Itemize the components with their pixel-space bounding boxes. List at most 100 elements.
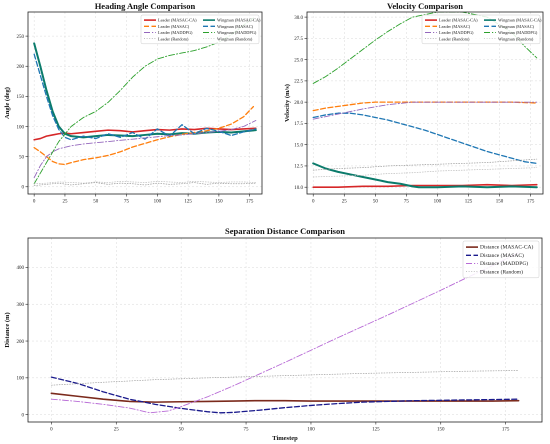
chart-title: Velocity Comparison: [387, 1, 463, 11]
x-tick-label: 50: [373, 200, 379, 205]
chart-title: Heading Angle Comparison: [95, 1, 196, 11]
x-tick-label: 25: [62, 200, 68, 205]
y-axis-label: Velocity (m/s): [284, 84, 291, 122]
series-line-0: [33, 127, 257, 141]
series-line-7: [33, 180, 257, 185]
y-tick-label: 250: [17, 35, 25, 40]
legend-label-3: Wingman (MASAC): [217, 24, 254, 29]
x-tick-label: 175: [502, 428, 510, 433]
y-tick-label: 27.5: [294, 37, 303, 42]
y-tick-label: 100: [17, 125, 25, 130]
y-tick-label: 25.0: [294, 58, 303, 63]
legend-label-1: Wingman (MASAC-CA): [498, 18, 542, 23]
series-line-6: [312, 158, 538, 171]
series-line-5: [33, 17, 254, 185]
legend-label-3: Distance (Random): [480, 268, 523, 275]
x-tick-label: 50: [179, 428, 185, 433]
legend-box: [462, 240, 540, 279]
legend-label-5: Wingman (MADDPG): [217, 30, 257, 35]
x-tick-label: 75: [404, 200, 410, 205]
series-line-2: [50, 252, 520, 414]
y-tick-label: 300: [17, 303, 25, 308]
x-tick-label: 0: [33, 200, 36, 205]
series-group: [33, 17, 257, 186]
chart-title: Separation Distance Comparison: [225, 226, 345, 236]
series-line-0: [312, 183, 538, 188]
x-tick-label: 150: [496, 200, 504, 205]
legend-label-1: Distance (MASAC): [480, 252, 524, 259]
y-tick-label: 200: [17, 65, 25, 70]
series-group: [50, 252, 520, 414]
y-tick-label: 30.0: [294, 16, 303, 21]
y-tick-label: 20.0: [294, 101, 303, 106]
y-axis-label: Distance (m): [4, 312, 11, 347]
legend-label-0: Distance (MASAC-CA): [480, 244, 533, 251]
y-tick-label: 200: [17, 340, 25, 345]
plot-frame: [27, 237, 543, 423]
series-line-0: [50, 392, 520, 403]
legend-label-6: Leader (Random): [439, 36, 470, 41]
x-tick-label: 125: [465, 200, 473, 205]
legend-label-2: Leader (MASAC): [439, 24, 471, 29]
x-tick-label: 100: [154, 200, 162, 205]
series-line-3: [51, 370, 519, 386]
y-tick-label: 17.5: [294, 122, 303, 127]
y-tick-label: 0: [22, 413, 25, 418]
legend: Distance (MASAC-CA)Distance (MASAC) Dista…: [462, 240, 540, 279]
legend: Leader (MASAC-CA) Wingman (MASAC-CA) Leade…: [421, 14, 542, 45]
legend-label-3: Wingman (MASAC): [498, 24, 535, 29]
series-line-6: [33, 182, 257, 186]
legend: Leader (MASAC-CA) Wingman (MASAC-CA) Leade…: [140, 14, 261, 45]
x-tick-label: 150: [215, 200, 223, 205]
legend-label-4: Leader (MADDPG): [439, 30, 474, 35]
plot-frame: [306, 11, 544, 195]
y-tick-label: 10.0: [294, 186, 303, 191]
chart-panel-0: Heading Angle Comparison 0 25 50 75 100 125 150…: [4, 1, 263, 205]
legend-box: [421, 14, 541, 45]
y-tick-label: 22.5: [294, 80, 303, 85]
legend-label-7: Wingman (Random): [217, 36, 253, 41]
legend-box: [140, 14, 260, 45]
legend-label-2: Leader (MASAC): [158, 24, 190, 29]
series-line-1: [50, 376, 520, 414]
series-line-3: [312, 112, 538, 165]
x-tick-label: 75: [244, 428, 250, 433]
x-tick-label: 150: [437, 428, 445, 433]
series-line-2: [312, 101, 538, 112]
series-line-3: [33, 53, 257, 141]
legend-label-4: Leader (MADDPG): [158, 30, 193, 35]
y-tick-label: 400: [17, 266, 25, 271]
x-tick-label: 25: [342, 200, 348, 205]
y-tick-label: 50: [19, 155, 25, 160]
legend-label-1: Wingman (MASAC-CA): [217, 18, 261, 23]
x-axis-label: Timestep: [272, 435, 298, 442]
series-line-1: [33, 42, 257, 139]
legend-label-0: Leader (MASAC-CA): [439, 18, 478, 23]
x-tick-label: 75: [124, 200, 130, 205]
chart-panel-1: Velocity Comparison 0 25 50 75 100 125 150 175 10…: [284, 1, 544, 205]
plot-frame: [27, 11, 263, 195]
x-tick-label: 125: [184, 200, 192, 205]
y-axis-label: Angle (deg): [4, 87, 11, 119]
series-group: [312, 12, 538, 189]
x-tick-label: 175: [527, 200, 535, 205]
y-tick-label: 15.0: [294, 143, 303, 148]
chart-panel-2: Separation Distance Comparison 0 25 50 75 100…: [4, 226, 543, 442]
y-tick-label: 12.5: [294, 165, 303, 170]
series-line-4: [33, 120, 257, 179]
y-tick-label: 150: [17, 95, 25, 100]
x-tick-label: 100: [307, 428, 315, 433]
x-tick-label: 0: [50, 428, 53, 433]
series-line-7: [312, 167, 538, 178]
y-tick-label: 100: [17, 377, 25, 382]
x-tick-label: 125: [372, 428, 380, 433]
legend-label-0: Leader (MASAC-CA): [158, 18, 197, 23]
x-tick-label: 100: [434, 200, 442, 205]
x-tick-label: 0: [312, 200, 315, 205]
legend-label-6: Leader (Random): [158, 36, 189, 41]
legend-label-5: Wingman (MADDPG): [498, 30, 538, 35]
y-tick-label: 0: [22, 186, 25, 191]
legend-label-7: Wingman (Random): [498, 36, 534, 41]
series-line-1: [312, 162, 538, 189]
